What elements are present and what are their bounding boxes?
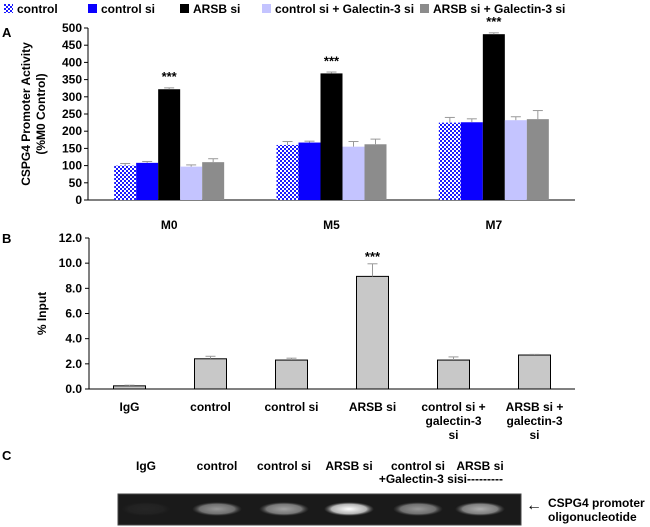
legend-swatch-arsb-si-galectin-3-si [420, 4, 429, 13]
x-tick-label-b-control-si-galectin-3-si: galectin-3 [425, 414, 481, 428]
gel-band-control-si [393, 502, 443, 516]
legend-swatch-control-si-galectin-3-si [262, 4, 271, 13]
bar-m7-control-si [460, 122, 483, 200]
bar-m7-arsb-si [482, 34, 505, 200]
gel-band-arsb-si [455, 502, 505, 516]
gel-image [118, 494, 521, 525]
bar-b-control-si-galectin-3-si [437, 359, 470, 390]
bar-m0-control-si [136, 162, 159, 200]
bar-m0-control-si-galectin-3-si [180, 166, 203, 200]
gel-lane-label-arsb-si: ARSB si [456, 459, 503, 473]
bar-m5-control [276, 144, 299, 200]
gel-band-igg [121, 502, 171, 516]
bar-m0-control [114, 165, 137, 200]
bar-m5-arsb-si [320, 73, 343, 200]
x-tick-label-b-arsb-si-galectin-3-si: galectin-3 [506, 414, 562, 428]
x-tick-label-b-control-si-galectin-3-si: control si + [421, 400, 485, 414]
gel-lane-label-control-si: control si [391, 459, 445, 473]
legend-label-arsb-si-galectin-3-si: ARSB si + Galectin-3 si [433, 2, 565, 16]
gel-band-arsb-si [324, 502, 374, 516]
bar-m5-control-si [298, 142, 321, 200]
panel-label-c: C [2, 448, 12, 463]
y-axis-title-a: CSPG4 Promoter Activity [19, 42, 33, 186]
bar-m7-control-si-galectin-3-si [504, 120, 527, 200]
gel-lane-label-control-si: +Galectin-3 si [379, 472, 457, 486]
y-tick-label-b: 2.0 [65, 357, 82, 371]
x-tick-label-b-arsb-si: ARSB si [349, 400, 396, 414]
bar-m5-arsb-si-galectin-3-si [364, 144, 387, 200]
y-tick-label-a: 350 [62, 73, 82, 87]
band-label-line2: oligonucleotide [548, 510, 637, 524]
band-arrow-icon: ← [526, 497, 542, 514]
x-tick-label-b-arsb-si-galectin-3-si: ARSB si + [506, 400, 564, 414]
y-tick-label-a: 0 [75, 193, 82, 207]
y-axis-title-b: % Input [35, 292, 49, 335]
significance-m7: *** [486, 14, 502, 29]
band-label-line1: CSPG4 promoter [548, 496, 645, 510]
gel-lane-label-arsb-si: si--------- [457, 472, 503, 486]
significance-m0: *** [162, 69, 178, 84]
legend-swatch-control [4, 4, 13, 13]
x-tick-label-m5: M5 [323, 218, 340, 232]
x-tick-label-b-igg: IgG [120, 400, 140, 414]
gel-lane-label-arsb-si: ARSB si [325, 459, 372, 473]
bar-m5-control-si-galectin-3-si [342, 146, 365, 200]
y-tick-label-a: 300 [62, 90, 82, 104]
y-tick-label-b: 8.0 [65, 281, 82, 295]
bar-b-arsb-si [356, 275, 389, 390]
y-tick-label-a: 500 [62, 21, 82, 35]
x-tick-label-b-control: control [190, 400, 231, 414]
legend-swatch-control-si [88, 4, 97, 13]
gel-lane-label-control-si: control si [257, 459, 311, 473]
y-tick-label-b: 10.0 [59, 256, 83, 270]
x-tick-label-m7: M7 [485, 218, 502, 232]
y-tick-label-a: 50 [69, 176, 83, 190]
y-tick-label-a: 450 [62, 38, 82, 52]
bar-m0-arsb-si [158, 89, 181, 200]
y-tick-label-b: 6.0 [65, 307, 82, 321]
gel-band-control [192, 502, 242, 516]
gel-lane-label-control: control [197, 459, 238, 473]
bar-m0-arsb-si-galectin-3-si [202, 162, 225, 200]
chart-a: 0 50 100 150 200 250 300 350 400 450 500 CSPG4 Prom… [19, 14, 575, 232]
bar-b-control [194, 358, 227, 390]
legend-label-arsb-si: ARSB si [193, 2, 240, 16]
panel-label-a: A [2, 25, 12, 40]
legend-label-control-si: control si [101, 2, 155, 16]
gel-border [117, 493, 522, 526]
y-axis-subtitle-a: (%M0 Control) [34, 73, 48, 154]
bar-b-igg [113, 385, 146, 390]
y-tick-label-b: 4.0 [65, 332, 82, 346]
x-tick-label-m0: M0 [161, 218, 178, 232]
y-tick-label-b: 0.0 [65, 382, 82, 396]
y-tick-label-a: 400 [62, 55, 82, 69]
chart-b: 0.0 2.0 4.0 6.0 8.0 10.0 12.0 % Input IgG control… [35, 231, 575, 442]
y-tick-label-a: 250 [62, 107, 82, 121]
legend-label-control-si-galectin-3-si: control si + Galectin-3 si [275, 2, 414, 16]
bar-m7-control [438, 122, 461, 200]
gel-lane-label-igg: IgG [136, 459, 156, 473]
gel-band-control-si [259, 502, 309, 516]
legend-swatch-arsb-si [180, 4, 189, 13]
significance-m5: *** [324, 53, 340, 68]
y-tick-label-a: 200 [62, 124, 82, 138]
significance-b-arsb-si: *** [365, 249, 381, 264]
legend-label-control: control [17, 2, 58, 16]
x-tick-label-b-control-si-galectin-3-si: si [448, 428, 458, 442]
gel-panel: IgG control control si ARSB si control si+Ga… [117, 459, 645, 526]
x-tick-label-b-control-si: control si [264, 400, 318, 414]
panel-label-b: B [2, 231, 11, 246]
bar-b-control-si [275, 359, 308, 390]
bar-b-arsb-si-galectin-3-si [518, 354, 551, 390]
y-tick-label-b: 12.0 [59, 231, 83, 245]
y-tick-label-a: 150 [62, 141, 82, 155]
legend: control control si ARSB si control si + Gal… [4, 2, 565, 16]
y-tick-label-a: 100 [62, 159, 82, 173]
x-tick-label-b-arsb-si-galectin-3-si: si [529, 428, 539, 442]
bar-m7-arsb-si-galectin-3-si [526, 119, 549, 200]
